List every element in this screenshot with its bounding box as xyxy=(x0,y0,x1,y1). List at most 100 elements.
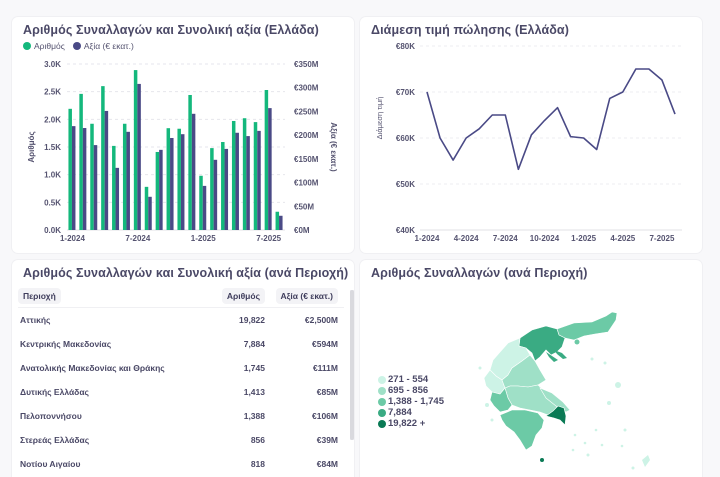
line-point xyxy=(596,149,598,151)
cell-count: 1,413 xyxy=(243,387,265,397)
bar-count xyxy=(242,118,247,230)
map-legend-item[interactable]: 1,388 - 1,745 xyxy=(378,396,444,407)
table-row[interactable]: Αττικής 19,822 €2,500M xyxy=(18,308,344,332)
table-row[interactable]: Πελοποννήσου 1,388 €106M xyxy=(18,404,344,428)
bar-chart: 0.0K 0.5K 1.0K 1.5K 2.0K 2.5K 3.0K €0M €50M €100M… xyxy=(27,60,338,243)
cell-value: €594M xyxy=(312,339,338,349)
map-legend-item[interactable]: 19,822 + xyxy=(378,418,444,429)
table-scrollbar-thumb[interactable] xyxy=(350,290,354,440)
column-header-count[interactable]: Αριθμός xyxy=(221,288,265,304)
map-region-evia[interactable] xyxy=(539,387,571,413)
map-legend-label: 695 - 856 xyxy=(388,385,429,396)
table-row[interactable]: Στερεάς Ελλάδας 856 €39M xyxy=(18,428,344,452)
map-region-peloponnese[interactable] xyxy=(499,409,545,451)
bar-value xyxy=(137,83,141,230)
y-tick-label: 2.0K xyxy=(44,115,61,124)
bar-count xyxy=(275,211,280,230)
bar-count xyxy=(188,94,192,230)
legend-swatch-icon xyxy=(378,419,386,428)
map-region-east-macedonia-thrace[interactable] xyxy=(556,311,618,341)
bar-count xyxy=(79,93,83,230)
y2-tick-label: €350M xyxy=(294,60,319,69)
bar-value xyxy=(170,137,174,230)
bar-count xyxy=(133,70,138,230)
bar-count xyxy=(264,90,269,230)
map-legend-label: 1,388 - 1,745 xyxy=(388,396,444,407)
region-table-title: Αριθμός Συναλλαγών και Συνολική αξία (αν… xyxy=(23,266,349,280)
legend-item-value[interactable]: Αξία (€ εκατ.) xyxy=(72,41,134,51)
line-point xyxy=(635,68,637,70)
bar-value xyxy=(246,136,250,230)
bar-value xyxy=(191,113,196,230)
greece-choropleth-map xyxy=(478,311,650,470)
bar-value xyxy=(224,148,229,230)
cell-count: 1,745 xyxy=(243,363,265,373)
cell-count: 818 xyxy=(250,459,265,469)
legend-swatch-icon xyxy=(378,397,386,406)
line-point xyxy=(452,159,454,161)
bar-count xyxy=(122,123,127,230)
table-row[interactable]: Δυτικής Ελλάδας 1,413 €85M xyxy=(18,380,344,404)
bar-value xyxy=(279,215,283,230)
line-chart: €40K €50K €60K €70K €80K Διάμεση τιμή 1-2024 4-… xyxy=(375,42,682,243)
map-region-chalkidiki[interactable] xyxy=(546,350,567,362)
line-point xyxy=(557,107,559,109)
y-tick-label: €80K xyxy=(396,42,415,51)
y-tick-label: €70K xyxy=(396,88,415,97)
y2-tick-label: €250M xyxy=(294,107,319,116)
table-row[interactable]: Ανατολικής Μακεδονίας και Θράκης 1,745 €11… xyxy=(18,356,344,380)
table-row[interactable]: Νοτίου Αιγαίου 818 €84M xyxy=(18,452,344,476)
map-region-western-greece[interactable] xyxy=(489,387,513,413)
column-header-value[interactable]: Αξία (€ εκατ.) xyxy=(275,288,338,304)
map-region-attica[interactable] xyxy=(545,405,567,426)
line-point xyxy=(465,137,467,139)
bar-value xyxy=(268,108,272,230)
table-row[interactable]: Κεντρικής Μακεδονίας 7,884 €594M xyxy=(18,332,344,356)
map-legend-item[interactable]: 7,884 xyxy=(378,407,444,418)
map-legend-label: 19,822 + xyxy=(388,418,426,429)
bar-count xyxy=(68,108,72,230)
bar-count xyxy=(166,128,171,230)
map-island-thasos[interactable] xyxy=(574,339,580,345)
bar-count xyxy=(231,120,236,230)
column-header-region[interactable]: Περιοχή xyxy=(18,288,61,304)
x-tick-label: 7-2025 xyxy=(649,234,674,243)
y-tick-label: 0.5K xyxy=(44,198,61,207)
bar-value xyxy=(82,128,87,230)
bar-count xyxy=(221,142,225,230)
x-tick-label: 7-2024 xyxy=(493,234,518,243)
bar-count xyxy=(144,186,149,230)
legend-item-count[interactable]: Αριθμός xyxy=(23,41,65,51)
x-tick-label: 1-2024 xyxy=(60,234,85,243)
bar-value xyxy=(104,110,109,230)
bar-value xyxy=(71,126,76,230)
line-point xyxy=(622,91,624,93)
median-price-line xyxy=(426,68,676,171)
map-legend-item[interactable]: 695 - 856 xyxy=(378,385,444,396)
map-island-kythera[interactable] xyxy=(540,458,544,462)
line-point xyxy=(661,79,663,81)
cell-region: Δυτικής Ελλάδας xyxy=(20,387,89,397)
bar-value xyxy=(180,134,185,230)
y2-tick-label: €200M xyxy=(294,131,319,140)
map-title: Αριθμός Συναλλαγών (ανά Περιοχή) xyxy=(371,266,588,280)
line-point xyxy=(530,134,532,136)
map-legend-item[interactable]: 271 - 554 xyxy=(378,374,444,385)
bar-value xyxy=(148,196,152,230)
legend-dot-value-icon xyxy=(72,42,81,50)
line-point xyxy=(491,114,493,116)
line-point xyxy=(570,136,572,138)
cell-value: €106M xyxy=(312,411,338,421)
x-tick-label: 10-2024 xyxy=(530,234,560,243)
region-table: Περιοχή Αριθμός Αξία (€ εκατ.) Αττικής 19… xyxy=(18,288,344,476)
table-header: Περιοχή Αριθμός Αξία (€ εκατ.) xyxy=(18,288,344,308)
x-tick-label: 7-2025 xyxy=(256,234,281,243)
bar-count xyxy=(210,148,214,230)
bar-value xyxy=(115,167,120,230)
line-point xyxy=(583,137,585,139)
x-tick-label: 7-2024 xyxy=(125,234,150,243)
bar-value xyxy=(202,185,207,230)
bar-value xyxy=(235,132,239,230)
cell-count: 19,822 xyxy=(239,315,265,325)
map-region-central-macedonia[interactable] xyxy=(518,325,566,362)
